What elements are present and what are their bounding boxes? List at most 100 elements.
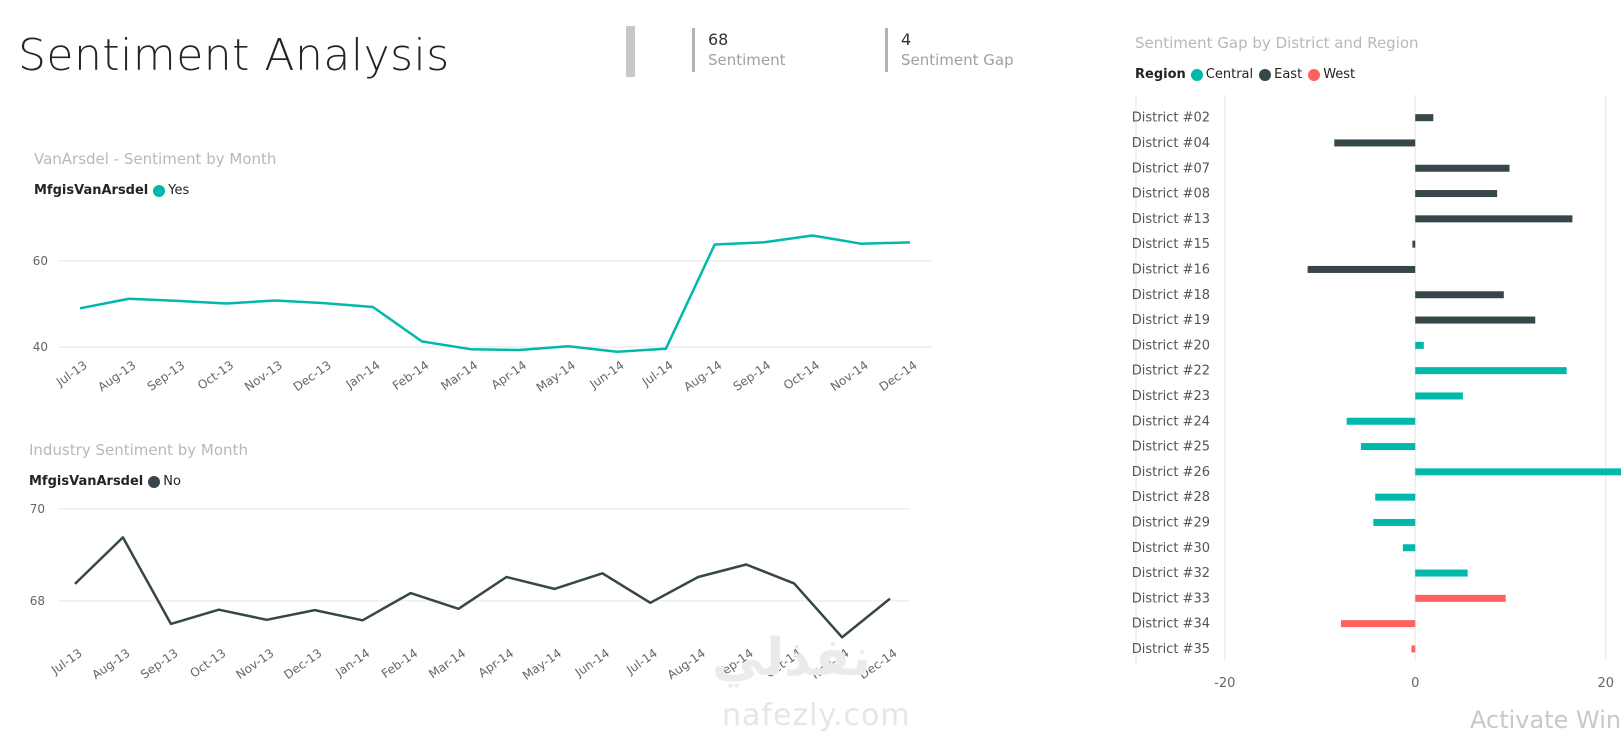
sentiment-gap-card-value: 4 [901,30,912,49]
industry-legend: MfgisVanArsdel No [29,474,187,489]
industry-xtick-label: May-14 [520,646,564,683]
gap-bar [1415,594,1506,602]
legend-east-label: East [1274,67,1303,82]
gap-bar [1375,493,1416,501]
activate-windows-text: Activate Wind [1470,706,1621,734]
gap-category-label: District #25 [1132,440,1210,455]
industry-line-chart[interactable]: 68 70 Jul-13 Aug-13 Sep-13 Oct-13 Nov-13 Dec-13… [0,495,940,710]
industry-xtick-label: Jan-14 [332,646,372,680]
gap-bar [1415,316,1536,324]
vanarsdel-xtick-label: Mar-14 [438,358,480,393]
legend-yes-label: Yes [168,183,190,198]
gap-category-label: District #04 [1132,136,1210,151]
industry-xtick-label: Dec-13 [281,646,324,682]
gap-bar [1412,240,1416,248]
gap-xtick-label: 20 [1597,676,1614,691]
gap-bar [1334,139,1416,147]
vanarsdel-xtick-label: Feb-14 [390,358,432,393]
sentiment-card-label: Sentiment [708,51,786,69]
vanarsdel-line-chart[interactable]: 40 60 Jul-13 Aug-13 Sep-13 Oct-13 Nov-13 Dec-13… [0,220,940,415]
gap-bar [1415,341,1424,349]
industry-series-line [74,536,891,639]
gap-bar [1415,367,1567,375]
gap-legend: Region Central East West [1135,67,1361,82]
legend-item-east[interactable]: East [1259,67,1302,82]
gap-bar [1415,392,1463,400]
gap-category-label: District #07 [1132,161,1210,176]
legend-item-west[interactable]: West [1308,67,1355,82]
industry-xtick-label: Mar-14 [426,646,468,681]
gap-bar [1346,417,1416,425]
industry-xtick-label: Aug-13 [89,646,132,682]
gap-category-label: District #20 [1132,338,1210,353]
gap-bar [1415,114,1434,122]
gap-category-label: District #16 [1132,262,1210,277]
gap-bar-chart[interactable]: -20 0 20 District #02 District #04 District #… [1120,95,1621,705]
vanarsdel-chart-title: VanArsdel - Sentiment by Month [34,150,277,168]
legend-central-dot [1190,68,1203,81]
vanarsdel-xtick-label: Oct-13 [195,358,236,393]
gap-category-label: District #35 [1132,642,1210,657]
gap-xtick-label: 0 [1411,676,1419,691]
legend-no-dot [148,475,161,488]
gap-category-label: District #26 [1132,465,1210,480]
gap-chart-title: Sentiment Gap by District and Region [1135,34,1419,52]
vanarsdel-xtick-label: Jun-14 [587,358,627,392]
gap-bar [1415,569,1468,577]
vanarsdel-xtick-label: Jan-14 [343,358,383,392]
card-separator-bar [626,26,635,77]
gap-category-label: District #24 [1132,414,1210,429]
gap-xtick-label: -20 [1214,676,1235,691]
industry-xtick-label: Nov-13 [233,646,276,682]
industry-xtick-label: Sep-13 [138,646,181,682]
gap-category-label: District #29 [1132,515,1210,530]
gap-category-label: District #15 [1132,237,1210,252]
gap-bar [1360,443,1416,451]
industry-xtick-label: Apr-14 [476,646,516,680]
legend-item-no[interactable]: No [148,474,181,489]
industry-ytick-label: 70 [30,502,45,516]
gap-bar [1411,645,1416,653]
vanarsdel-xtick-label: Aug-13 [95,358,138,394]
vanarsdel-xtick-label: Sep-14 [731,358,774,394]
industry-xtick-label: Jun-14 [572,646,612,680]
industry-xtick-label: Oct-13 [187,646,228,681]
industry-ytick-label: 68 [30,594,45,608]
sentiment-card[interactable]: 68 Sentiment [692,28,786,72]
vanarsdel-xtick-label: Aug-14 [681,358,724,394]
gap-category-label: District #34 [1132,617,1210,632]
gap-category-label: District #33 [1132,591,1210,606]
vanarsdel-xtick-label: Nov-14 [828,358,871,394]
gap-bar [1415,291,1504,299]
sentiment-gap-card[interactable]: 4 Sentiment Gap [885,28,1014,72]
industry-xtick-label: Jul-14 [623,646,660,678]
page-title: Sentiment Analysis [18,30,450,81]
industry-xtick-label: Jul-13 [48,646,85,678]
watermark-latin: nafezly.com [722,698,911,733]
gap-category-label: District #02 [1132,111,1210,126]
vanarsdel-ytick-label: 40 [33,340,48,354]
vanarsdel-xtick-label: Dec-13 [291,358,334,394]
gap-bar [1307,265,1416,273]
vanarsdel-xtick-label: Jul-14 [639,358,676,390]
gap-category-label: District #32 [1132,566,1210,581]
gap-category-label: District #19 [1132,313,1210,328]
legend-central-label: Central [1205,67,1254,82]
gap-bar [1415,468,1621,476]
vanarsdel-xtick-label: May-14 [534,358,578,395]
gap-bar [1415,164,1510,172]
industry-chart-title: Industry Sentiment by Month [29,441,248,459]
gap-category-label: District #28 [1132,490,1210,505]
legend-item-central[interactable]: Central [1190,67,1254,82]
legend-item-yes[interactable]: Yes [153,183,189,198]
vanarsdel-xtick-label: Apr-14 [489,358,529,392]
vanarsdel-xtick-label: Sep-13 [145,358,188,394]
legend-east-dot [1259,68,1272,81]
vanarsdel-legend-title: MfgisVanArsdel [34,183,149,198]
industry-xtick-label: Aug-14 [665,646,708,682]
sentiment-gap-card-label: Sentiment Gap [901,51,1014,69]
vanarsdel-legend: MfgisVanArsdel Yes [34,183,195,198]
gap-category-label: District #08 [1132,187,1210,202]
legend-yes-dot [153,184,166,197]
gap-category-label: District #30 [1132,541,1210,556]
